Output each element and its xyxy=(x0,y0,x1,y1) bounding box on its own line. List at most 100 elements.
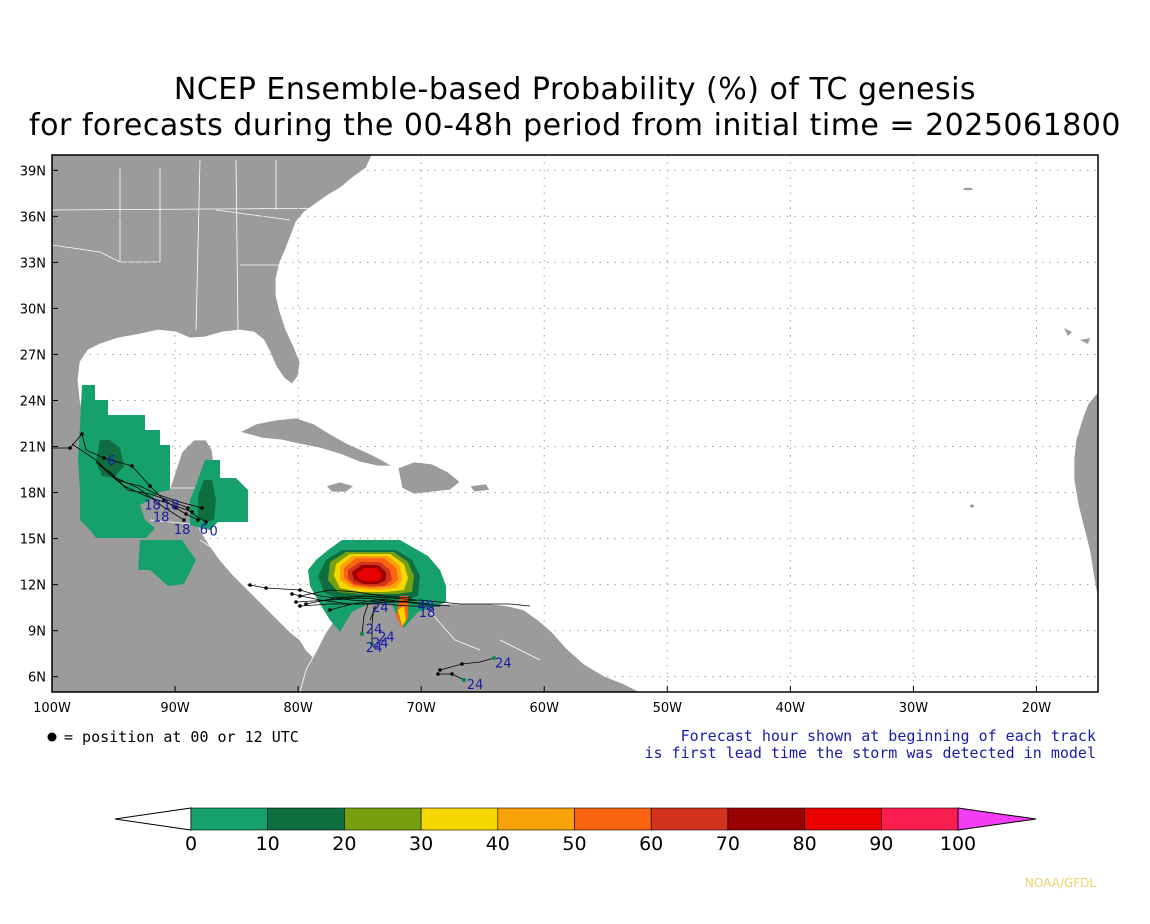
lon-tick-label: 100W xyxy=(33,701,71,716)
track-dot xyxy=(196,518,200,522)
lat-tick-label: 33N xyxy=(20,256,46,271)
forecast-hour-label: 18 xyxy=(174,523,191,538)
longitude-axis: 100W 90W 80W 70W 60W 50W 40W 30W 20W xyxy=(33,686,1051,716)
land-africa xyxy=(1073,391,1098,601)
track-dot xyxy=(298,594,302,598)
colorbar-high-arrow xyxy=(957,807,1037,831)
colorbar-tick-label: 50 xyxy=(562,833,586,855)
colorbar-tick-label: 20 xyxy=(332,833,356,855)
credit-label: NOAA/GFDL xyxy=(1025,876,1096,890)
track-dot xyxy=(184,512,188,516)
forecast-hour-label: 24 xyxy=(366,641,383,656)
lat-tick-label: 9N xyxy=(28,625,46,640)
land-jamaica xyxy=(325,481,355,493)
forecast-note-line-2: is first lead time the storm was detecte… xyxy=(644,744,1096,762)
track-dot xyxy=(162,498,166,502)
forecast-hour-label: 24 xyxy=(372,601,389,616)
land-canary xyxy=(1064,328,1090,344)
lon-tick-label: 20W xyxy=(1022,701,1052,716)
track-dot xyxy=(298,588,302,592)
lon-tick-label: 60W xyxy=(530,701,560,716)
forecast-hour-label: 24 xyxy=(378,630,395,645)
lon-tick-label: 80W xyxy=(283,701,313,716)
track-dot xyxy=(68,446,72,450)
lat-tick-label: 18N xyxy=(20,487,46,502)
colorbar-tick-label: 60 xyxy=(639,833,663,855)
colorbar-tick-label: 30 xyxy=(409,833,433,855)
track-dot xyxy=(200,506,204,510)
forecast-hour-label: 6 xyxy=(107,454,115,469)
colorbar-tick-label: 100 xyxy=(940,833,976,855)
forecast-hour-label: 24 xyxy=(495,656,512,671)
island-azores xyxy=(963,187,973,191)
colorbar-low-arrow xyxy=(114,807,192,831)
colorbar: 0 10 20 30 40 50 60 70 80 90 100 xyxy=(114,807,1037,855)
track-dot-green xyxy=(360,632,364,636)
track-dot-green xyxy=(370,642,374,646)
track-dot xyxy=(304,602,308,606)
forecast-hour-label: 18 xyxy=(144,498,161,513)
forecast-hour-label: 0 xyxy=(210,525,218,540)
island-cape-verde xyxy=(970,504,974,508)
probability-shading xyxy=(78,385,446,632)
track-dot xyxy=(460,662,464,666)
lat-tick-label: 36N xyxy=(20,210,46,225)
land-puerto-rico xyxy=(469,483,491,493)
chart-title: NCEP Ensemble-based Probability (%) of T… xyxy=(0,72,1150,144)
lat-tick-label: 21N xyxy=(20,441,46,456)
colorbar-segment xyxy=(190,807,268,831)
lat-tick-label: 30N xyxy=(20,302,46,317)
track-dot xyxy=(264,586,268,590)
title-line-1: NCEP Ensemble-based Probability (%) of T… xyxy=(173,72,977,107)
shade-mexico-0-10 xyxy=(78,385,170,538)
storm-tracks xyxy=(52,433,531,681)
land-hispaniola xyxy=(397,461,461,495)
position-dot-icon xyxy=(47,732,57,742)
track-dot xyxy=(190,510,194,514)
legend-note: = position at 00 or 12 UTC xyxy=(64,728,299,746)
colorbar-tick-label: 40 xyxy=(486,833,510,855)
land-cuba xyxy=(238,417,394,467)
forecast-hour-label: 18 xyxy=(153,511,170,526)
colorbar-tick-label: 90 xyxy=(869,833,893,855)
lat-tick-label: 6N xyxy=(28,671,46,686)
title-line-2: for forecasts during the 00-48h period f… xyxy=(29,108,1121,143)
colorbar-tick-label: 80 xyxy=(793,833,817,855)
track-dot xyxy=(130,464,134,468)
forecast-hour-label: 18 xyxy=(419,606,436,621)
forecast-hour-label: 24 xyxy=(467,678,484,693)
shade-belize-10-20 xyxy=(198,480,216,522)
track-position-dots xyxy=(68,432,496,682)
lat-tick-label: 12N xyxy=(20,579,46,594)
shade-yellow-tail xyxy=(398,606,406,626)
colorbar-segment xyxy=(650,807,729,831)
forecast-hour-label: 6 xyxy=(200,523,208,538)
shade-belize-gaps-0-10 xyxy=(138,540,196,586)
colorbar-segment xyxy=(344,807,422,831)
colorbar-segment xyxy=(267,807,345,831)
colorbar-segment xyxy=(880,807,959,831)
forecast-note-line-1: Forecast hour shown at beginning of each… xyxy=(681,727,1096,745)
colorbar-tick-label: 10 xyxy=(256,833,280,855)
forecast-hour-label: 18 xyxy=(163,498,180,513)
lon-tick-label: 50W xyxy=(653,701,683,716)
latitude-axis: 39N 36N 33N 30N 27N 24N 21N 18N 15N 12N 9N 6N xyxy=(20,164,58,686)
lon-tick-label: 30W xyxy=(899,701,929,716)
track-dot xyxy=(80,432,84,436)
track-dot xyxy=(148,484,152,488)
track-dot xyxy=(182,518,186,522)
colorbar-tick-label: 70 xyxy=(716,833,740,855)
forecast-hour-label: 48 xyxy=(417,600,434,615)
track-dot xyxy=(438,668,442,672)
track-dot-green xyxy=(462,678,466,682)
track-dot xyxy=(436,672,440,676)
colorbar-segment xyxy=(420,807,499,831)
lat-tick-label: 15N xyxy=(20,533,46,548)
colorbar-segment xyxy=(727,807,805,831)
lat-tick-label: 24N xyxy=(20,394,46,409)
track-dot xyxy=(248,583,252,587)
map-frame xyxy=(51,154,1099,693)
